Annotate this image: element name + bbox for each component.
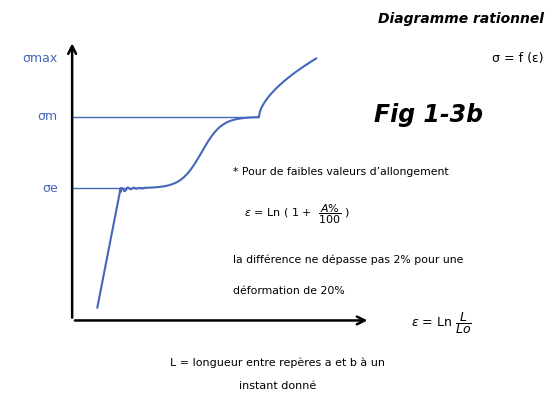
- Text: Fig 1-3b: Fig 1-3b: [374, 103, 483, 127]
- Text: σe: σe: [42, 181, 58, 195]
- Text: σm: σm: [38, 110, 58, 123]
- Text: σmax: σmax: [23, 52, 58, 65]
- Text: déformation de 20%: déformation de 20%: [233, 286, 345, 296]
- Text: $\varepsilon$ = Ln $\dfrac{L}{Lo}$: $\varepsilon$ = Ln $\dfrac{L}{Lo}$: [411, 310, 471, 335]
- Text: la différence ne dépasse pas 2% pour une: la différence ne dépasse pas 2% pour une: [233, 254, 463, 264]
- Text: * Pour de faibles valeurs d’allongement: * Pour de faibles valeurs d’allongement: [233, 167, 449, 177]
- Text: $\varepsilon$ = Ln ( 1 +  $\dfrac{A\%}{100}$ ): $\varepsilon$ = Ln ( 1 + $\dfrac{A\%}{10…: [244, 202, 350, 226]
- Text: L = longueur entre repères a et b à un: L = longueur entre repères a et b à un: [170, 357, 385, 368]
- Text: instant donné: instant donné: [239, 381, 316, 391]
- Text: Diagramme rationnel: Diagramme rationnel: [378, 12, 544, 26]
- Text: σ = f (ε): σ = f (ε): [492, 52, 544, 65]
